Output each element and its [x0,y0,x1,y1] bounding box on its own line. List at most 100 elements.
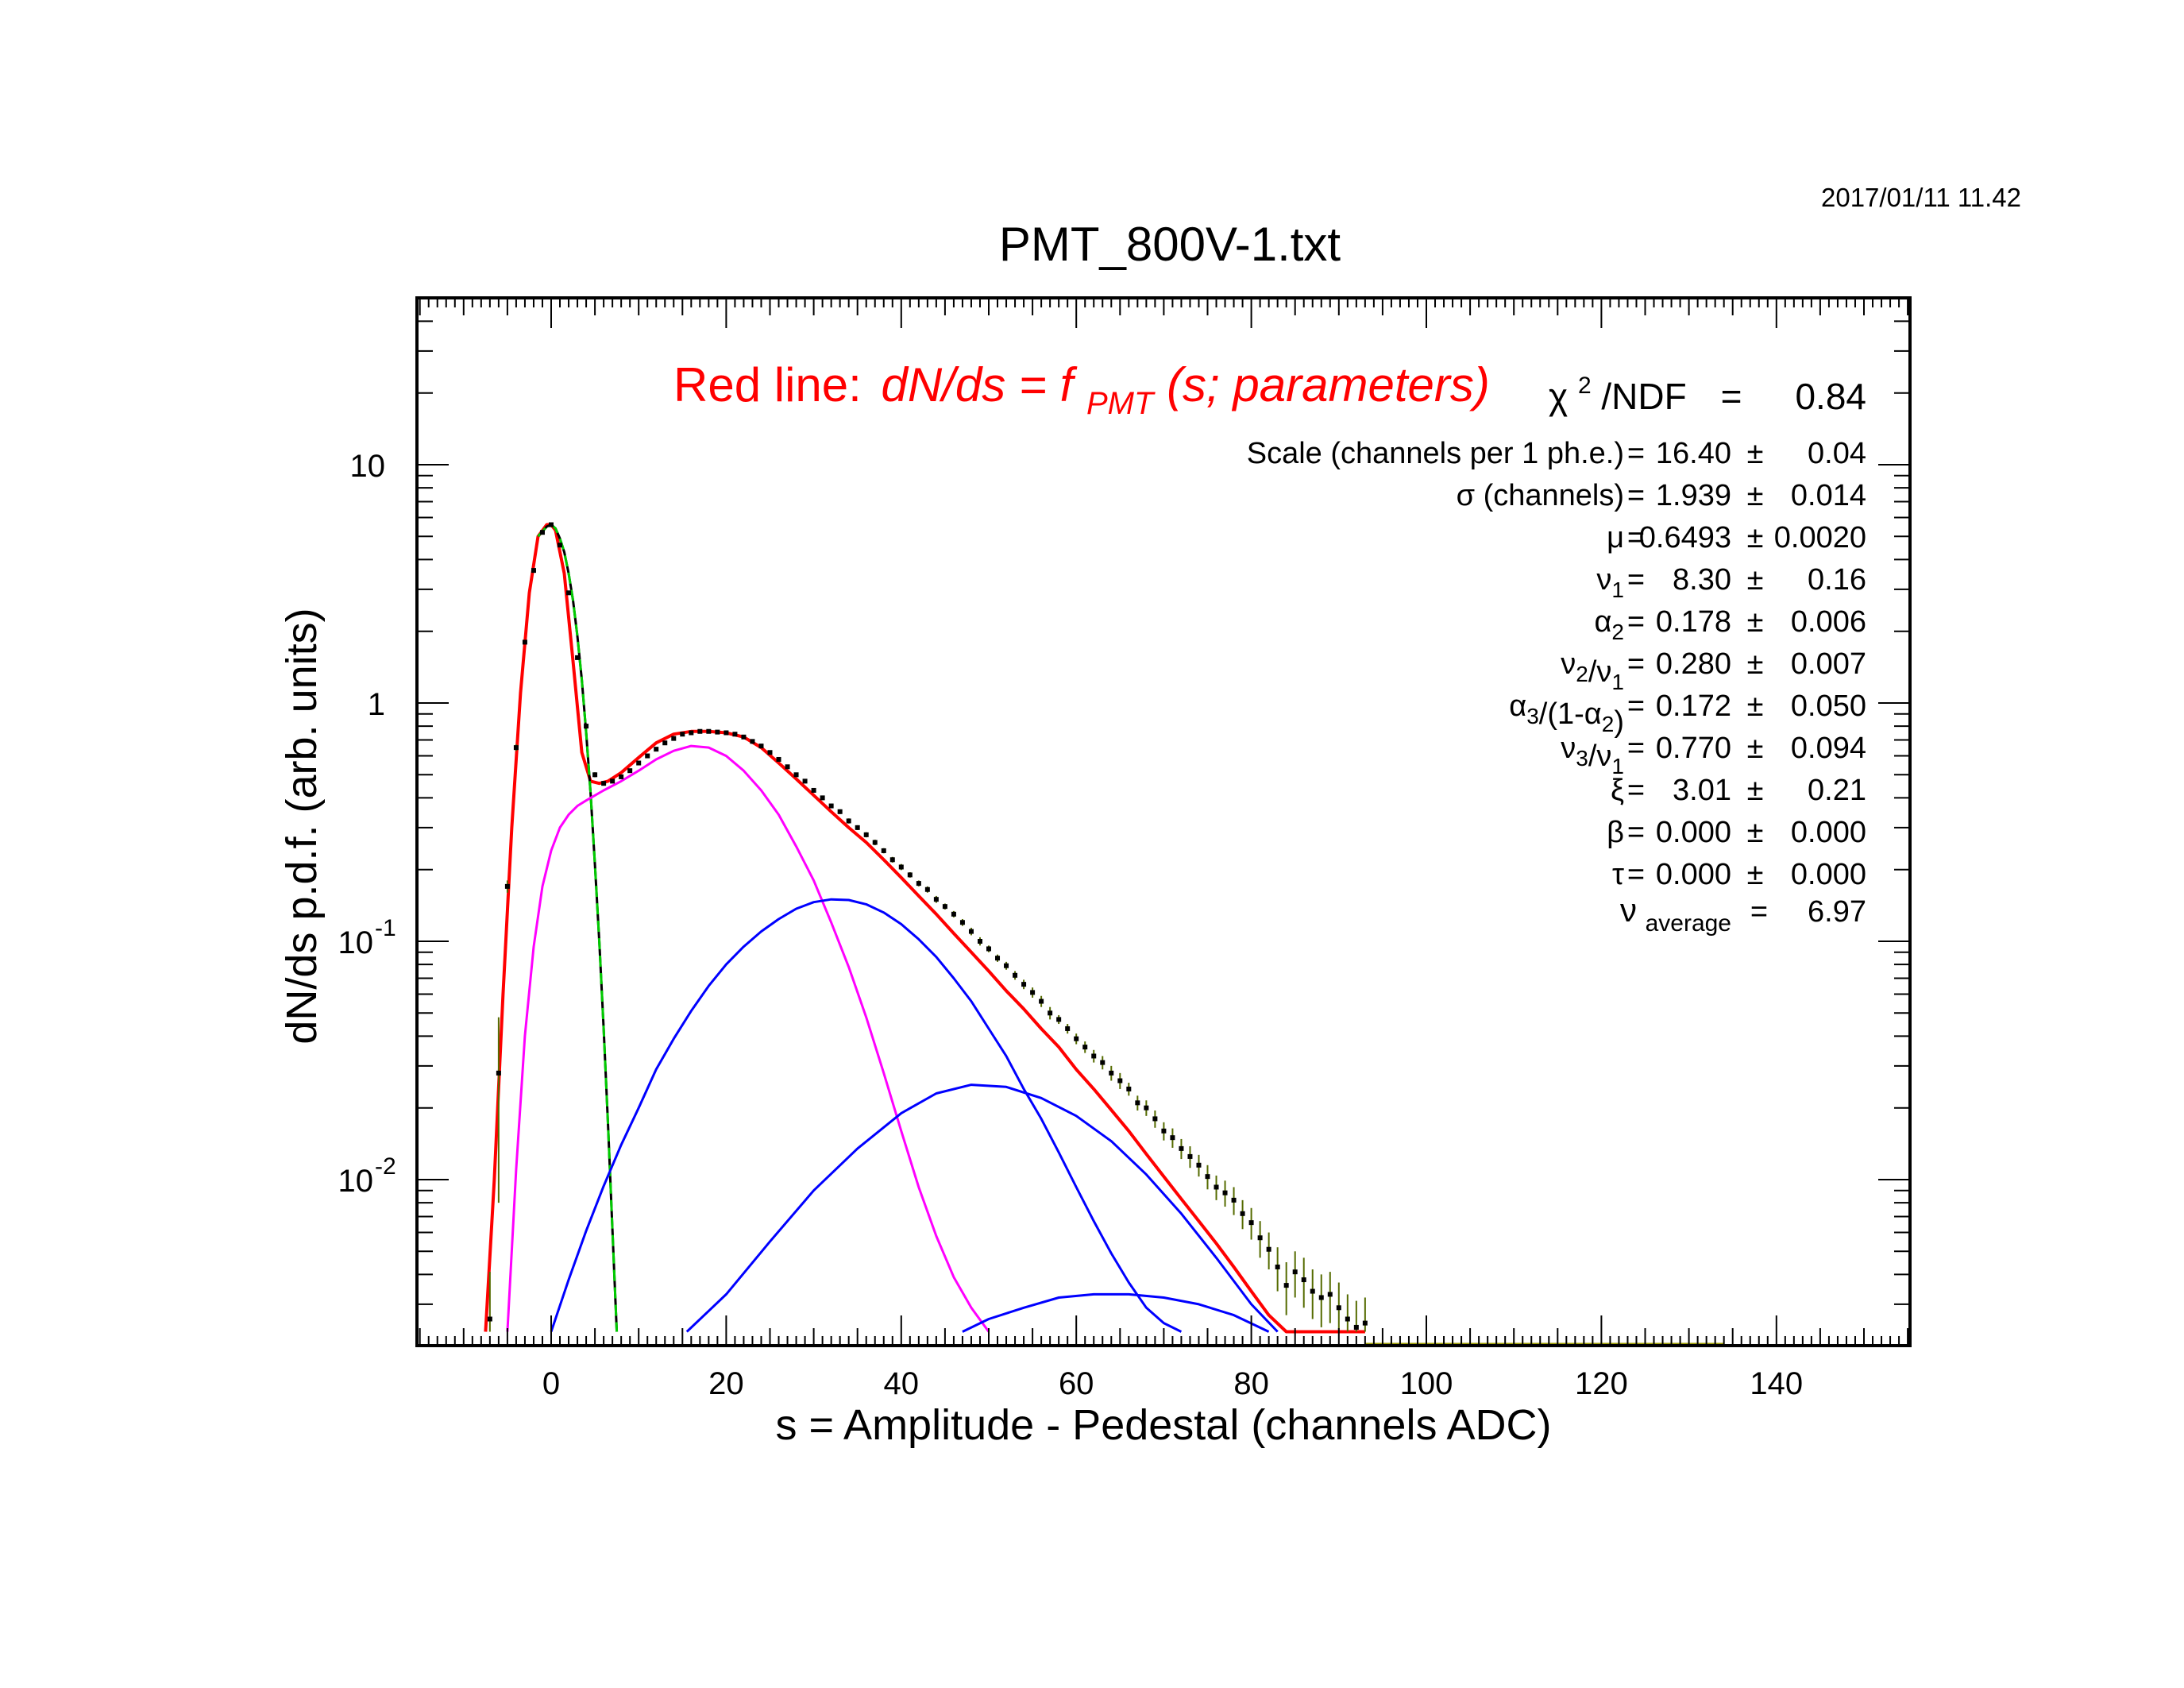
nu-average-eq: = [1750,895,1768,929]
x-tick-label: 20 [708,1366,744,1401]
data-point [1082,1045,1088,1050]
data-point [636,760,642,766]
param-label: ν2/ν1 [1561,647,1624,694]
x-tick-label: 120 [1575,1366,1628,1401]
data-point [776,756,781,762]
param-label: ν3/ν1 [1561,732,1624,778]
data-point [924,886,930,892]
param-label: τ [1612,858,1624,891]
param-label-text: /ν [1588,655,1612,689]
param-eq: = [1627,647,1645,681]
fit-formula-label: Red line: dN/ds = f PMT (s; parameters) [673,358,1490,424]
param-label-sub: 1 [1611,670,1624,694]
series-line-2-ph-e- [550,898,1183,1333]
data-point [1091,1053,1097,1059]
param-label: α2 [1594,605,1624,644]
data-point [942,904,947,910]
data-point [750,739,755,744]
data-point [1100,1060,1106,1065]
nu-average-sub: average [1646,910,1731,937]
y-tick-label: 10 [350,449,386,484]
data-point [767,750,773,755]
param-label-sub: 3 [1526,704,1539,728]
data-point [610,778,615,784]
param-label: α3/(1-α2) [1509,689,1624,739]
param-label-sub: 2 [1611,620,1624,644]
data-point [706,728,712,734]
x-axis-label: s = Amplitude - Pedestal (channels ADC) [776,1401,1552,1449]
y-tick-exponent: -2 [375,1153,396,1180]
param-error: 0.16 [1808,563,1866,597]
param-pm: ± [1747,647,1764,681]
data-point [531,568,536,574]
param-error: 0.0020 [1774,521,1866,554]
param-eq: = [1627,437,1645,470]
data-point [654,747,659,752]
data-point [881,848,886,853]
y-axis-label: dN/ds p.d.f. (arb. units) [278,608,326,1044]
param-eq: = [1627,563,1645,597]
x-tick-label: 0 [542,1366,560,1401]
data-point [1345,1316,1350,1322]
data-point [986,946,991,952]
svg-text:ν average: ν average [1620,891,1731,937]
chi2-eq: = [1721,376,1742,417]
data-point [645,753,650,759]
param-pm: ± [1747,816,1764,849]
param-error: 0.000 [1791,858,1866,891]
data-point [487,1316,492,1322]
param-label-sub: 3 [1576,746,1588,771]
data-point [723,730,729,736]
param-error: 0.050 [1791,689,1866,723]
data-point [1231,1197,1237,1203]
data-point [1292,1269,1298,1275]
param-label-text: ) [1614,705,1624,739]
data-point [1074,1036,1079,1041]
data-point [802,778,808,784]
param-eq: = [1627,774,1645,807]
param-eq: = [1627,858,1645,891]
fit-label-prefix: Red line: [673,358,862,411]
param-label-text: ξ [1611,774,1624,807]
param-value: 3.01 [1673,774,1731,807]
data-point [1039,999,1044,1004]
param-value: 0.280 [1656,647,1731,681]
param-value: 16.40 [1656,437,1731,470]
param-pm: ± [1747,521,1764,554]
data-point [601,781,607,786]
data-point [785,764,790,770]
data-point [1318,1295,1324,1300]
data-point [1117,1078,1123,1083]
data-point [496,1070,501,1076]
param-value: 0.000 [1656,858,1731,891]
x-tick-label: 80 [1233,1366,1269,1401]
data-point [1030,990,1036,995]
param-value: 8.30 [1673,563,1731,597]
param-value: 1.939 [1656,479,1731,512]
nu-average-row: ν average = 6.97 [1620,891,1866,937]
data-point [1021,982,1027,987]
fit-formula-main: dN/ds = f [881,358,1077,411]
timestamp: 2017/01/11 11.42 [1821,183,2021,212]
param-label: ν1 [1596,563,1624,602]
param-label-text: μ [1607,521,1624,554]
data-point [872,840,878,845]
data-point [1187,1153,1193,1159]
series-line-4-ph-e- [962,1292,1270,1333]
param-pm: ± [1747,858,1764,891]
nu-average-symbol: ν [1620,891,1637,929]
data-point [863,832,869,837]
y-tick-label: 10 [338,925,374,960]
param-eq: = [1627,689,1645,723]
data-point [1109,1070,1114,1076]
param-value: 0.000 [1656,816,1731,849]
data-point [513,745,519,751]
data-point [619,774,624,779]
fit-formula-end: (s; parameters) [1167,358,1490,411]
data-point [1214,1184,1219,1190]
data-point [1222,1190,1228,1196]
data-point [662,740,668,746]
data-point [584,724,589,729]
data-point [671,736,677,741]
data-point [1301,1277,1306,1283]
